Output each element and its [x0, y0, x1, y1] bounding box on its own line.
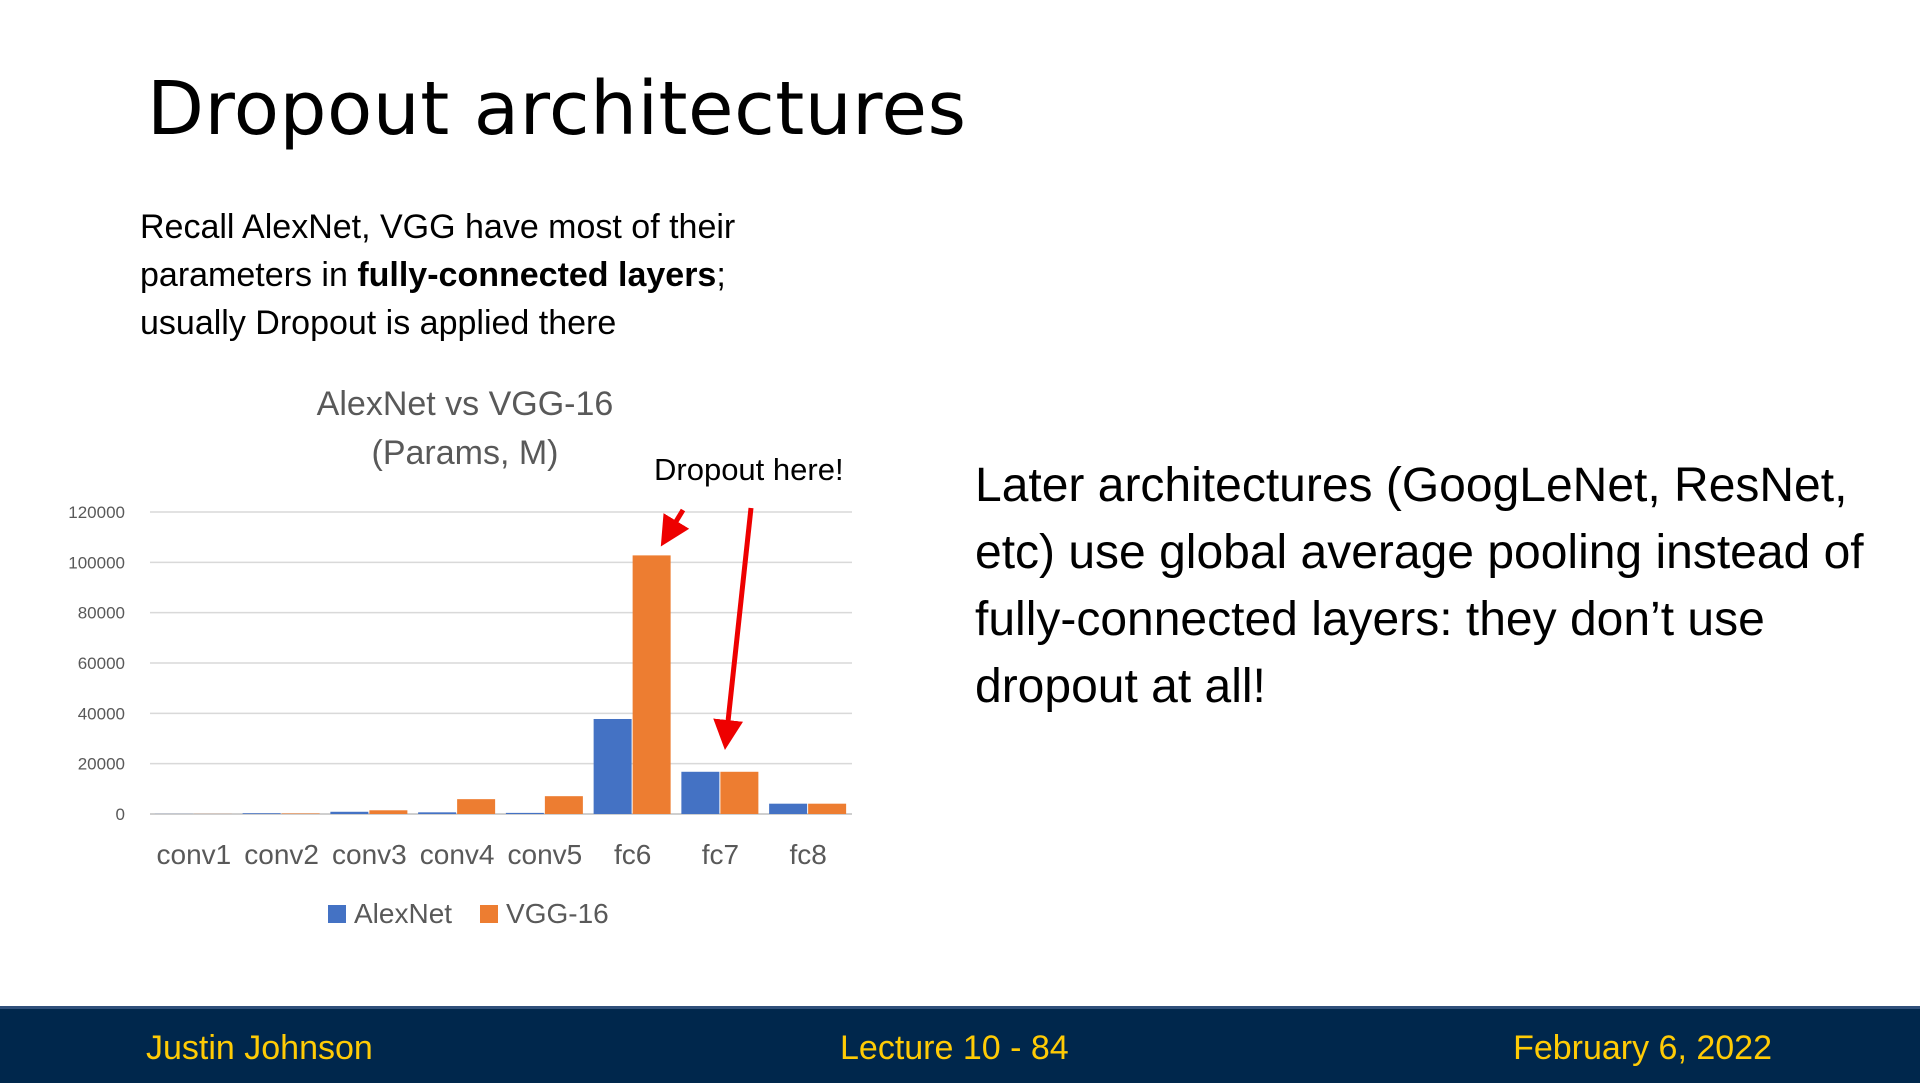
bar-alexnet-fc7 — [681, 772, 719, 814]
legend-item-alexnet: AlexNet — [328, 898, 452, 930]
bar-alexnet-conv2 — [243, 813, 281, 814]
y-tick-label: 0 — [116, 805, 125, 824]
dropout-annotation: Dropout here! — [654, 452, 844, 488]
bar-chart: 0 20000 40000 60000 80000 100000 120000 conv1 co… — [0, 0, 900, 880]
bar-vgg16-fc8 — [808, 804, 846, 814]
bar-alexnet-fc6 — [594, 719, 632, 814]
right-text: Later architectures (GoogLeNet, ResNet, … — [975, 452, 1875, 720]
y-tick-label: 80000 — [78, 604, 125, 623]
x-tick-label: conv1 — [157, 839, 232, 870]
legend-item-vgg16: VGG-16 — [480, 898, 609, 930]
bar-alexnet-conv5 — [506, 813, 544, 814]
bar-vgg16-fc7 — [720, 772, 758, 814]
legend-label-vgg16: VGG-16 — [506, 898, 609, 930]
bar-vgg16-conv3 — [369, 810, 407, 814]
chart-labels: 0 20000 40000 60000 80000 100000 120000 conv1 co… — [68, 503, 827, 870]
x-tick-label: conv5 — [508, 839, 583, 870]
legend-label-alexnet: AlexNet — [354, 898, 452, 930]
bar-alexnet-conv4 — [418, 812, 456, 814]
footer-lecture: Lecture 10 - 84 — [840, 1029, 1069, 1068]
footer-bar: Justin Johnson Lecture 10 - 84 February … — [0, 1006, 1920, 1083]
footer-date: February 6, 2022 — [1513, 1029, 1772, 1068]
bar-alexnet-conv3 — [330, 812, 368, 814]
bar-alexnet-fc8 — [769, 804, 807, 814]
legend-swatch-vgg16 — [480, 905, 498, 923]
y-tick-label: 40000 — [78, 704, 125, 723]
y-tick-label: 100000 — [68, 553, 125, 572]
y-tick-label: 60000 — [78, 654, 125, 673]
x-tick-label: conv3 — [332, 839, 407, 870]
legend-swatch-alexnet — [328, 905, 346, 923]
x-tick-label: fc7 — [702, 839, 739, 870]
footer-author: Justin Johnson — [146, 1029, 373, 1068]
x-tick-label: conv4 — [420, 839, 495, 870]
dropout-arrow-fc7 — [726, 508, 751, 740]
x-tick-label: conv2 — [244, 839, 319, 870]
y-tick-label: 120000 — [68, 503, 125, 522]
x-tick-label: fc8 — [789, 839, 826, 870]
bar-vgg16-conv2 — [282, 813, 320, 814]
bar-vgg16-conv5 — [545, 796, 583, 814]
bar-vgg16-fc6 — [633, 555, 671, 814]
bar-vgg16-conv4 — [457, 799, 495, 814]
dropout-arrow-fc6 — [666, 510, 683, 538]
y-tick-label: 20000 — [78, 755, 125, 774]
x-tick-label: fc6 — [614, 839, 651, 870]
chart-legend: AlexNet VGG-16 — [328, 898, 637, 930]
